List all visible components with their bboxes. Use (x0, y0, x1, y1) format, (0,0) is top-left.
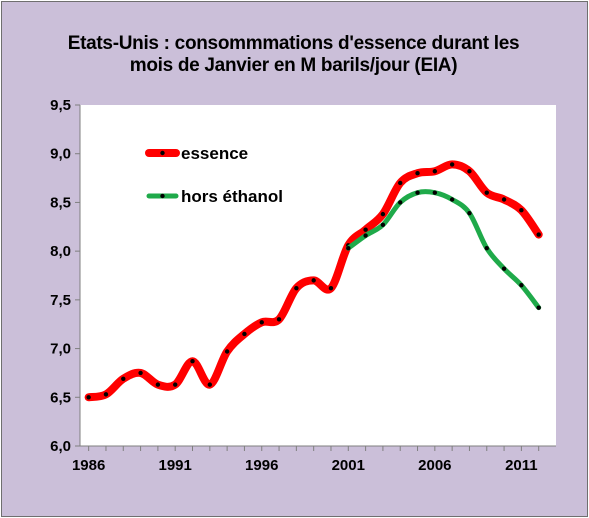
data-point (173, 382, 178, 387)
y-tick-label: 6,5 (50, 389, 71, 406)
data-point (398, 180, 403, 186)
data-point (449, 162, 455, 167)
data-point (346, 246, 351, 251)
data-point (449, 197, 455, 202)
series-essence (84, 160, 543, 402)
y-tick-label: 6,0 (50, 438, 71, 455)
chart-title-line-2: mois de Janvier en M barils/jour (EIA) (129, 55, 458, 76)
legend-item-hors-ethanol: hors éthanol (146, 187, 283, 206)
legend-item-essence: essence (145, 144, 248, 163)
data-point (467, 169, 472, 174)
data-point (519, 283, 524, 288)
data-point (311, 278, 316, 283)
data-point (276, 317, 282, 322)
legend-label: essence (181, 144, 248, 163)
data-point (121, 376, 126, 381)
data-point (155, 382, 161, 387)
series-layer (84, 160, 543, 402)
y-tick-label: 8,5 (50, 194, 71, 211)
y-tick-label: 7,0 (50, 341, 71, 358)
x-tick-label: 1996 (245, 457, 278, 474)
series-hors-ethanol (345, 189, 542, 311)
y-tick-label: 8,0 (50, 243, 71, 260)
x-tick-label: 2006 (418, 457, 451, 474)
data-point (380, 211, 386, 217)
data-point (86, 395, 91, 400)
data-point (138, 370, 143, 376)
y-tick-label: 9,5 (50, 97, 71, 114)
data-point (294, 285, 299, 291)
chart-title-line-1: Etats-Unis : consommmations d'essence du… (67, 33, 520, 54)
data-point (398, 200, 403, 205)
data-point (363, 227, 368, 232)
data-point (432, 169, 438, 174)
legend: essence hors éthanol (145, 144, 283, 206)
data-point (380, 222, 386, 228)
legend-label: hors éthanol (181, 187, 283, 206)
data-point (467, 210, 472, 216)
data-point (519, 208, 524, 213)
data-point (207, 382, 213, 387)
y-tick-label: 9,0 (50, 146, 71, 163)
data-point (190, 359, 195, 364)
x-tick-label: 2011 (505, 457, 538, 474)
data-point (432, 190, 438, 195)
data-point (501, 266, 507, 271)
x-tick-label: 1986 (72, 457, 105, 474)
data-point (415, 190, 420, 195)
legend-marker (160, 150, 165, 156)
data-point (259, 320, 264, 325)
data-point (484, 246, 489, 251)
legend-marker (160, 193, 165, 199)
data-point (242, 331, 247, 337)
data-point (536, 232, 541, 237)
data-point (224, 349, 230, 354)
data-point (501, 197, 507, 202)
data-point (415, 171, 420, 176)
x-tick-label: 1991 (159, 457, 192, 474)
data-point (363, 233, 368, 238)
data-point (103, 392, 109, 397)
x-tick-label: 2001 (332, 457, 365, 474)
data-point (484, 190, 489, 195)
y-tick-label: 7,5 (50, 292, 71, 309)
data-point (328, 285, 334, 291)
data-point (536, 305, 541, 310)
